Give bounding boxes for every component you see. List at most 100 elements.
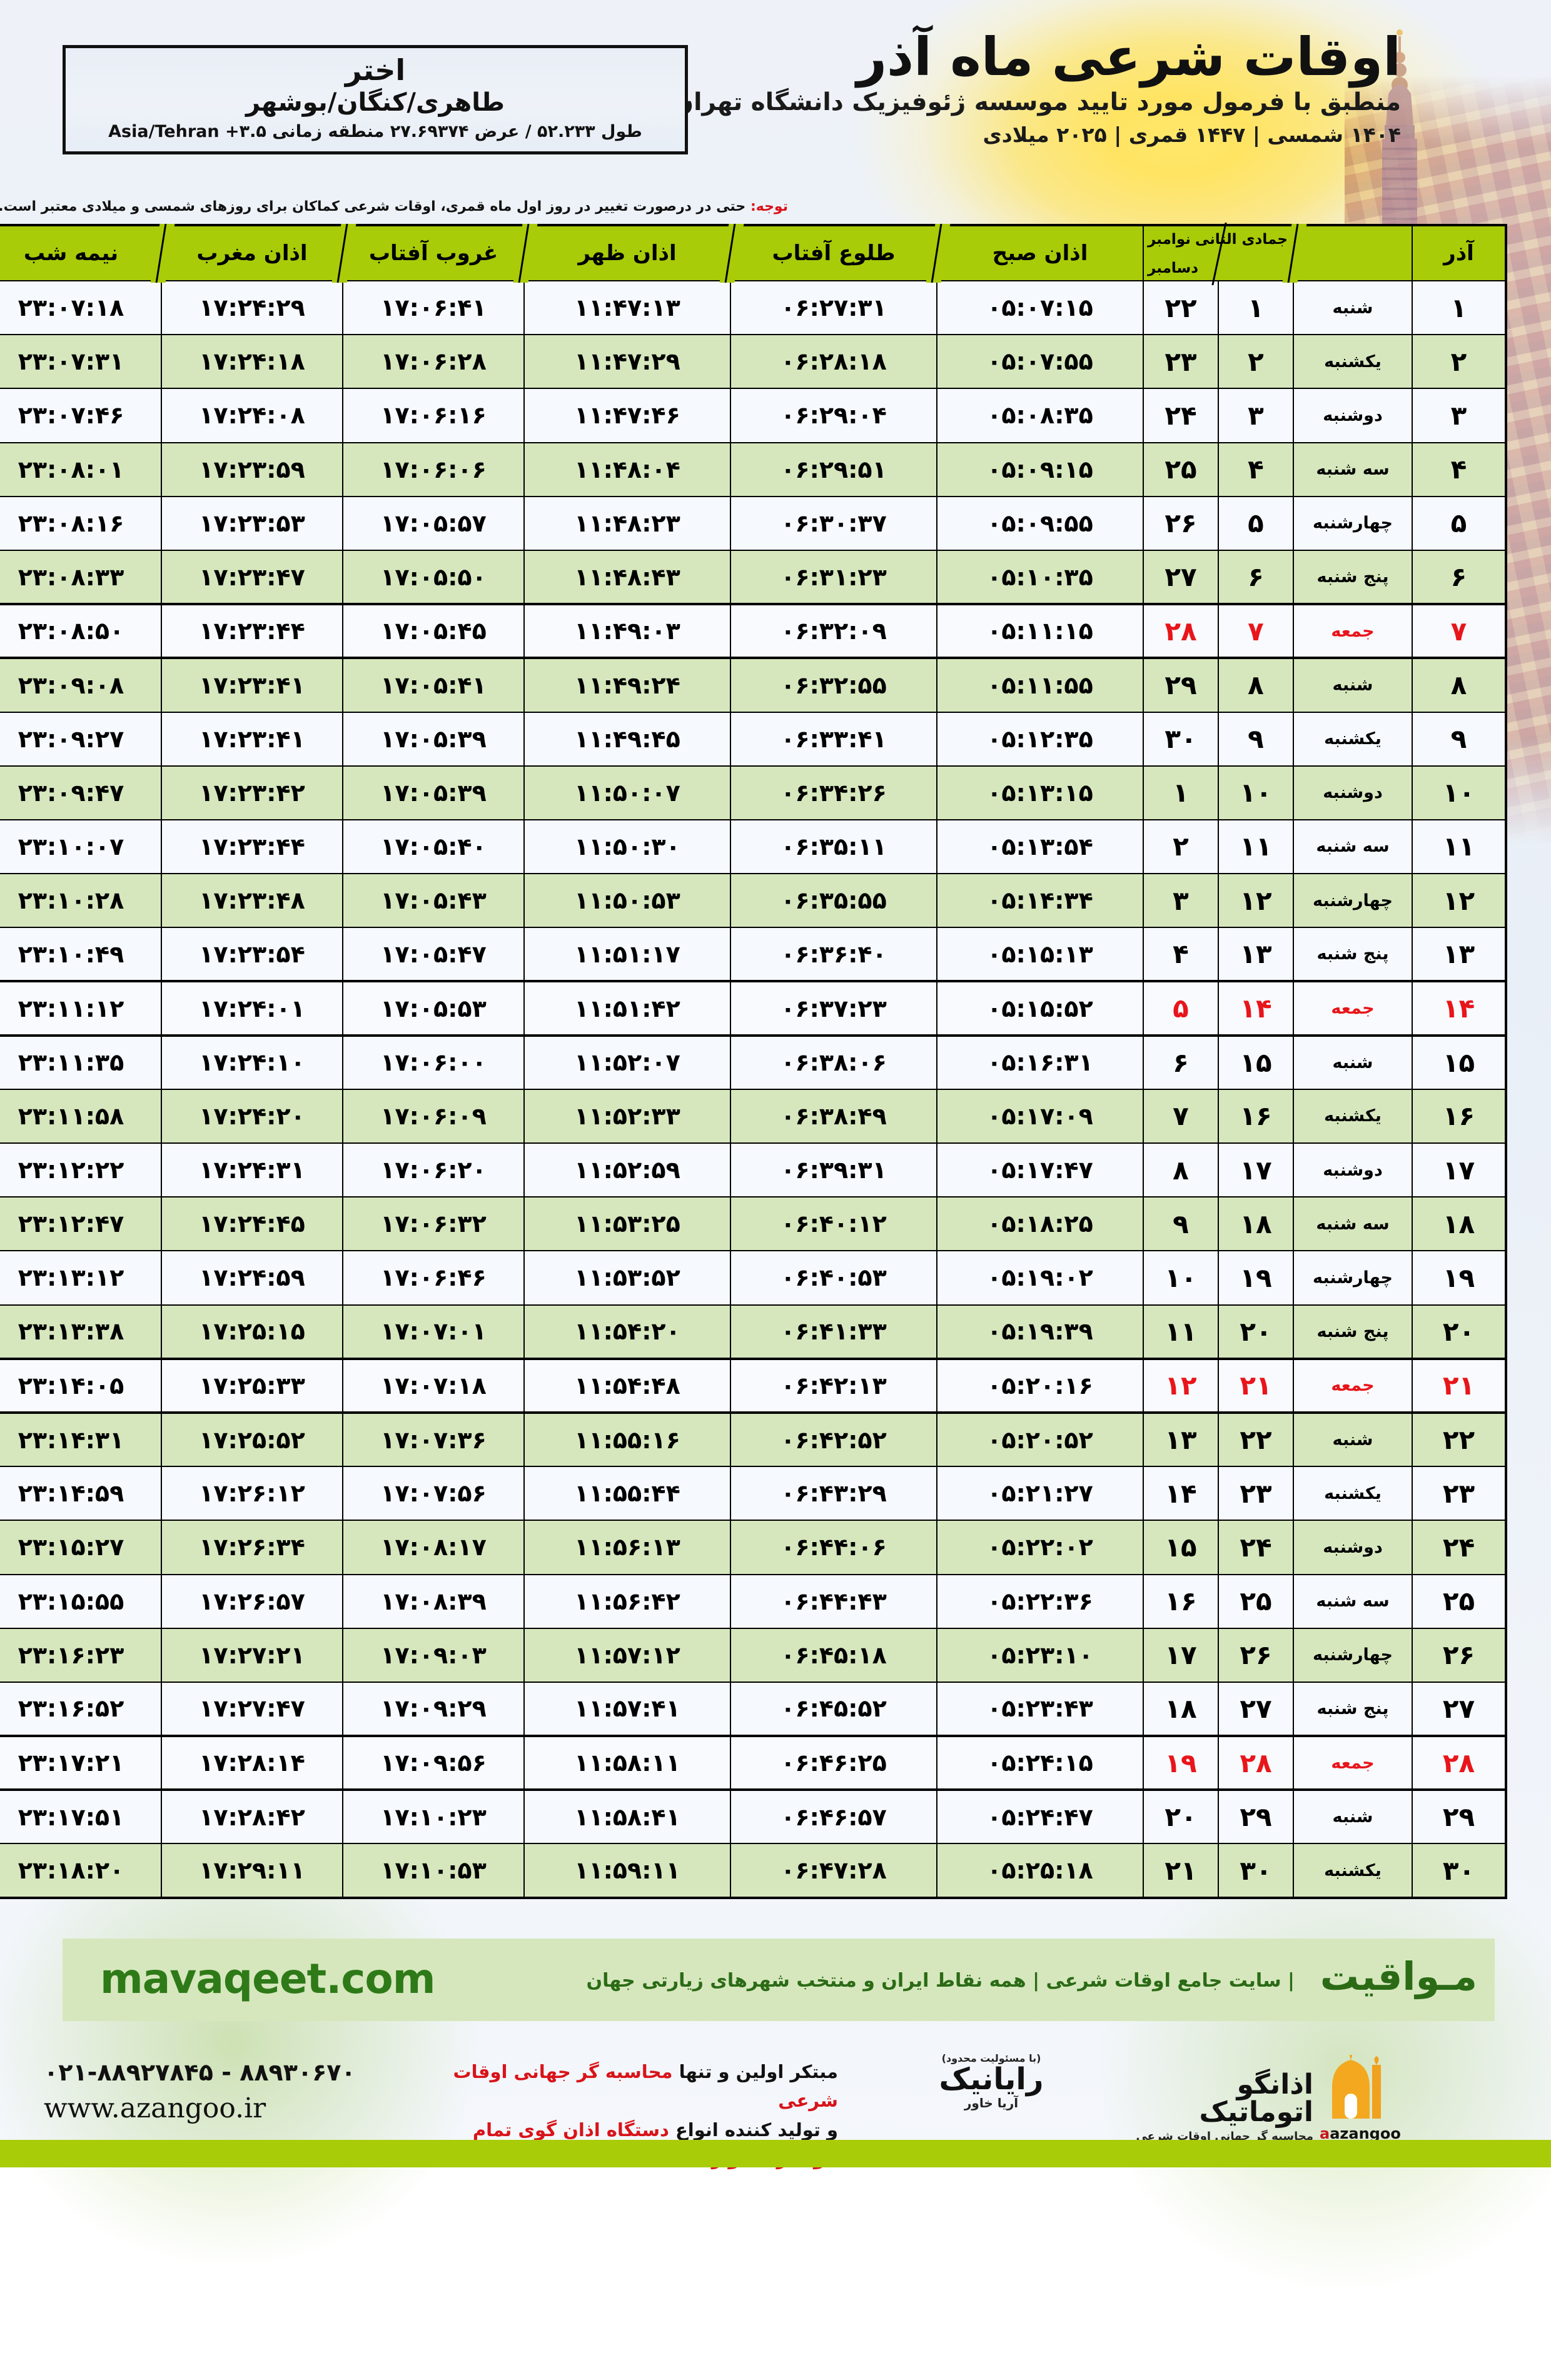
cell-midnight: ۲۳:۱۵:۲۷ <box>0 1520 162 1575</box>
cell-fajr: ۰۵:۲۲:۰۲ <box>936 1520 1144 1575</box>
cell-weekday: سه شنبه <box>1293 819 1413 875</box>
page-title: اوقات شرعی ماه آذر <box>856 26 1402 88</box>
cell-sunset: ۱۷:۰۵:۴۵ <box>342 603 525 659</box>
header-dhuhr-label: اذان ظهر <box>578 241 677 266</box>
cell-midnight: ۲۳:۰۹:۰۸ <box>0 657 162 713</box>
cell-hijri-day: ۲۶ <box>1143 495 1219 551</box>
page-subtitle: منطبق با فرمول مورد تایید موسسه ژئوفیزیک… <box>672 88 1401 117</box>
header-sunset: غروب آفتاب <box>342 224 525 281</box>
cell-dhuhr: ۱۱:۵۵:۴۴ <box>523 1466 731 1521</box>
promo-line-2-plain: و تولید کننده انواع <box>669 2119 838 2140</box>
cell-fajr: ۰۵:۲۰:۱۶ <box>936 1358 1144 1413</box>
cell-midnight: ۲۳:۱۳:۳۸ <box>0 1304 162 1359</box>
cell-sunrise: ۰۶:۳۶:۴۰ <box>730 927 937 982</box>
cell-maghrib: ۱۷:۲۸:۴۲ <box>161 1789 343 1845</box>
cell-maghrib: ۱۷:۲۵:۳۳ <box>161 1358 343 1413</box>
cell-gregorian-day: ۱۲ <box>1218 873 1294 929</box>
cell-sunrise: ۰۶:۳۹:۳۱ <box>730 1142 937 1198</box>
cell-sunrise: ۰۶:۳۵:۵۵ <box>730 873 937 929</box>
page-header: اوقات شرعی ماه آذر منطبق با فرمول مورد ت… <box>0 0 1551 200</box>
cell-dhuhr: ۱۱:۵۵:۱۶ <box>523 1411 731 1468</box>
header-dhuhr: اذان ظهر <box>523 224 731 281</box>
cell-dhuhr: ۱۱:۵۶:۴۲ <box>523 1573 731 1629</box>
cell-dhuhr: ۱۱:۵۳:۵۲ <box>523 1250 731 1306</box>
title-block: اوقات شرعی ماه آذر منطبق با فرمول مورد ت… <box>663 26 1402 148</box>
cell-hijri-day: ۲۹ <box>1143 657 1219 713</box>
cell-fajr: ۰۵:۱۰:۳۵ <box>936 549 1144 605</box>
cell-sunrise: ۰۶:۲۹:۰۴ <box>730 388 937 443</box>
contact-website[interactable]: www.azangoo.ir <box>44 2092 266 2124</box>
cell-sunset: ۱۷:۱۰:۵۳ <box>342 1843 525 1898</box>
cell-midnight: ۲۳:۰۷:۳۱ <box>0 334 162 390</box>
cell-hijri-day: ۲۴ <box>1143 388 1219 443</box>
cell-weekday: شنبه <box>1293 1789 1413 1845</box>
cell-gregorian-day: ۲ <box>1218 334 1294 390</box>
cell-weekday: یکشنبه <box>1293 1843 1413 1898</box>
region-name: طاهری/کنگان/بوشهر <box>246 88 505 117</box>
cell-maghrib: ۱۷:۲۳:۴۴ <box>161 603 343 659</box>
calendar-date-line: ۱۴۰۴ شمسی | ۱۴۴۷ قمری | ۲۰۲۵ میلادی <box>983 123 1401 148</box>
cell-gregorian-day: ۲۹ <box>1218 1789 1294 1845</box>
azangoo-logo-word: aazangoo <box>1320 2125 1401 2142</box>
cell-maghrib: ۱۷:۲۴:۲۰ <box>161 1088 343 1144</box>
table-row: ۲۳ یکشنبه ۲۳ ۱۴ ۰۵:۲۱:۲۷ ۰۶:۴۳:۲۹ ۱۱:۵۵:۴۴ ۱۷:۰… <box>0 1466 1507 1521</box>
cell-hijri-day: ۲۱ <box>1143 1843 1219 1898</box>
cell-weekday: سه شنبه <box>1293 1573 1413 1629</box>
cell-fajr: ۰۵:۱۴:۳۴ <box>936 873 1144 929</box>
table-row: ۲ یکشنبه ۲ ۲۳ ۰۵:۰۷:۵۵ ۰۶:۲۸:۱۸ ۱۱:۴۷:۲۹ ۱۷:۰۶:… <box>0 334 1507 390</box>
cell-hijri-day: ۴ <box>1143 927 1219 982</box>
cell-sunset: ۱۷:۰۵:۴۳ <box>342 873 525 929</box>
cell-sunrise: ۰۶:۳۳:۴۱ <box>730 711 937 767</box>
cell-gregorian-day: ۸ <box>1218 657 1294 713</box>
cell-midnight: ۲۳:۱۳:۱۲ <box>0 1250 162 1306</box>
cell-dhuhr: ۱۱:۵۴:۲۰ <box>523 1304 731 1359</box>
table-row: ۱۷ دوشنبه ۱۷ ۸ ۰۵:۱۷:۴۷ ۰۶:۳۹:۳۱ ۱۱:۵۲:۵۹ ۱۷:۰۶… <box>0 1142 1507 1198</box>
coordinates-line: طول ۵۲.۲۳۳ / عرض ۲۷.۶۹۳۷۴ منطقه زمانی ۳.… <box>108 122 642 141</box>
cell-maghrib: ۱۷:۲۳:۵۳ <box>161 495 343 551</box>
cell-sunrise: ۰۶:۳۲:۰۹ <box>730 603 937 659</box>
cell-sunset: ۱۷:۰۶:۳۲ <box>342 1196 525 1252</box>
cell-fajr: ۰۵:۰۹:۵۵ <box>936 495 1144 551</box>
cell-sunset: ۱۷:۰۵:۵۰ <box>342 549 525 605</box>
cell-hijri-day: ۱۲ <box>1143 1358 1219 1413</box>
cell-persian-day: ۱۱ <box>1412 819 1507 875</box>
cell-maghrib: ۱۷:۲۶:۱۲ <box>161 1466 343 1521</box>
table-row: ۲۹ شنبه ۲۹ ۲۰ ۰۵:۲۴:۴۷ ۰۶:۴۶:۵۷ ۱۱:۵۸:۴۱ ۱۷:۱۰:… <box>0 1789 1507 1845</box>
cell-persian-day: ۱۴ <box>1412 981 1507 1036</box>
cell-dhuhr: ۱۱:۴۸:۰۴ <box>523 441 731 497</box>
cell-persian-day: ۱۹ <box>1412 1250 1507 1306</box>
cell-maghrib: ۱۷:۲۴:۰۸ <box>161 388 343 443</box>
cell-gregorian-day: ۱۴ <box>1218 981 1294 1036</box>
cell-gregorian-day: ۱۳ <box>1218 927 1294 982</box>
header-fajr-label: اذان صبح <box>992 241 1088 266</box>
table-row: ۷ جمعه ۷ ۲۸ ۰۵:۱۱:۱۵ ۰۶:۳۲:۰۹ ۱۱:۴۹:۰۳ ۱۷:۰۵:۴۵… <box>0 603 1507 659</box>
cell-maghrib: ۱۷:۲۳:۴۸ <box>161 873 343 929</box>
footer-tagline: | سایت جامع اوقات شرعی | همه نقاط ایران … <box>586 1970 1295 1992</box>
cell-midnight: ۲۳:۱۲:۲۲ <box>0 1142 162 1198</box>
cell-persian-day: ۲۲ <box>1412 1411 1507 1468</box>
table-row: ۲۵ سه شنبه ۲۵ ۱۶ ۰۵:۲۲:۳۶ ۰۶:۴۴:۴۳ ۱۱:۵۶:۴۲ ۱۷:… <box>0 1573 1507 1629</box>
cell-maghrib: ۱۷:۲۷:۲۱ <box>161 1627 343 1683</box>
cell-persian-day: ۸ <box>1412 657 1507 713</box>
table-row: ۱۸ سه شنبه ۱۸ ۹ ۰۵:۱۸:۲۵ ۰۶:۴۰:۱۲ ۱۱:۵۳:۲۵ ۱۷:۰… <box>0 1196 1507 1252</box>
table-row: ۱۲ چهارشنبه ۱۲ ۳ ۰۵:۱۴:۳۴ ۰۶:۳۵:۵۵ ۱۱:۵۰:۵۳ ۱۷:… <box>0 873 1507 929</box>
table-row: ۶ پنج شنبه ۶ ۲۷ ۰۵:۱۰:۳۵ ۰۶:۳۱:۲۳ ۱۱:۴۸:۴۳ ۱۷:۰… <box>0 549 1507 605</box>
cell-hijri-day: ۸ <box>1143 1142 1219 1198</box>
cell-sunrise: ۰۶:۳۲:۵۵ <box>730 657 937 713</box>
cell-midnight: ۲۳:۰۸:۳۳ <box>0 549 162 605</box>
cell-hijri-day: ۵ <box>1143 981 1219 1036</box>
cell-sunrise: ۰۶:۲۹:۵۱ <box>730 441 937 497</box>
cell-persian-day: ۲۰ <box>1412 1304 1507 1359</box>
cell-dhuhr: ۱۱:۴۷:۱۳ <box>523 280 731 336</box>
cell-dhuhr: ۱۱:۵۲:۳۳ <box>523 1088 731 1144</box>
footer-domain-link[interactable]: mavaqeet.com <box>100 1955 435 2003</box>
cell-gregorian-day: ۲۶ <box>1218 1627 1294 1683</box>
cell-persian-day: ۱۰ <box>1412 765 1507 820</box>
cell-persian-day: ۲۶ <box>1412 1627 1507 1683</box>
cell-maghrib: ۱۷:۲۳:۵۴ <box>161 927 343 982</box>
cell-sunset: ۱۷:۰۹:۲۹ <box>342 1681 525 1737</box>
cell-sunrise: ۰۶:۴۴:۴۳ <box>730 1573 937 1629</box>
cell-hijri-day: ۲ <box>1143 819 1219 875</box>
note-line: توجه: حتی در درصورت تغییر در روز اول ماه… <box>0 199 788 214</box>
cell-hijri-day: ۳۰ <box>1143 711 1219 767</box>
